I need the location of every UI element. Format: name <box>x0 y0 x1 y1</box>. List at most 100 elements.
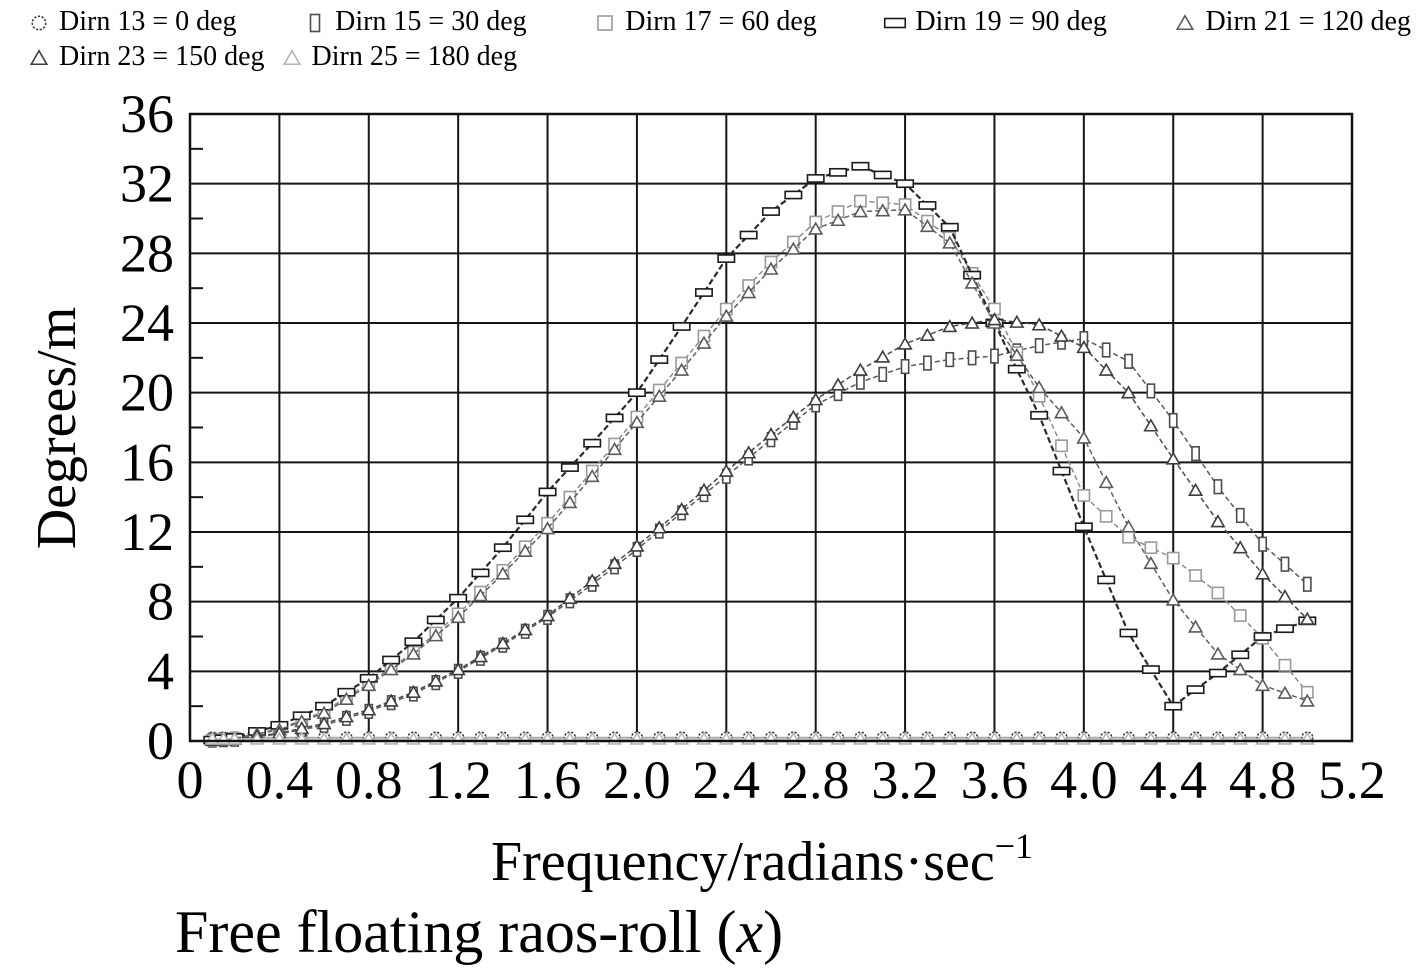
hrect-marker <box>717 254 736 263</box>
triangle-marker <box>1210 646 1226 660</box>
triangle-marker <box>1187 482 1204 497</box>
square-marker <box>1166 551 1180 565</box>
vrect-marker <box>1168 412 1178 429</box>
hrect-marker <box>449 593 468 603</box>
triangle-marker <box>29 48 49 65</box>
hrect-marker <box>896 179 915 189</box>
x-tick-label: 0.8 <box>335 750 403 810</box>
triangle-marker <box>1076 339 1092 354</box>
square-marker <box>1055 439 1068 453</box>
square-marker <box>1099 509 1113 523</box>
hrect-marker <box>471 568 490 578</box>
triangle-marker <box>562 590 578 604</box>
vrect-marker <box>1101 342 1111 358</box>
triangle-marker <box>1031 317 1047 331</box>
hrect-marker <box>761 207 780 216</box>
hrect-marker <box>739 230 758 240</box>
triangle-marker <box>942 319 958 333</box>
x-tick-label: 1.2 <box>424 750 492 810</box>
legend-label: Dirn 13 = 0 deg <box>59 6 237 37</box>
triangle-marker <box>539 608 556 622</box>
y-tick-label: 20 <box>120 363 174 423</box>
x-axis-label-main: Frequency/radians·sec <box>491 831 995 893</box>
square-marker <box>1077 489 1091 502</box>
triangle-marker <box>1187 619 1204 633</box>
legend-label: Dirn 15 = 30 deg <box>335 6 527 37</box>
triangle-marker <box>897 202 913 216</box>
triangle-marker <box>808 221 824 235</box>
square-marker <box>597 14 614 31</box>
triangle-legend-icon <box>1176 13 1195 30</box>
square-marker <box>1278 658 1292 672</box>
legend-row-2: Dirn 23 = 150 deg Dirn 25 = 180 deg <box>26 39 1411 74</box>
triangle-marker <box>986 312 1003 326</box>
chart-title-variable: x <box>735 899 763 965</box>
triangle-marker <box>361 702 377 716</box>
chart-legend: Dirn 13 = 0 deg Dirn 15 = 30 deg Dirn 17 =… <box>26 4 1411 74</box>
triangle-marker <box>964 275 980 289</box>
legend-item-dirn-19: Dirn 19 = 90 deg <box>882 4 1107 39</box>
triangle-marker <box>584 468 600 483</box>
y-tick-label: 28 <box>120 223 174 283</box>
legend-item-dirn-25: Dirn 25 = 180 deg <box>279 39 517 74</box>
legend-item-dirn-13: Dirn 13 = 0 deg <box>26 4 237 39</box>
triangle-marker <box>674 501 690 516</box>
chart-title: Free floating raos-roll (x) <box>175 899 783 965</box>
triangle-marker <box>919 218 936 233</box>
triangle-marker <box>472 588 489 602</box>
legend-item-dirn-15: Dirn 15 = 30 deg <box>302 4 527 39</box>
triangle-marker <box>1255 677 1271 692</box>
triangle-marker <box>696 482 712 497</box>
triangle-marker <box>428 628 444 642</box>
triangle-marker <box>517 622 533 636</box>
hrect-marker <box>1164 701 1183 711</box>
legend-label: Dirn 17 = 60 deg <box>625 6 817 37</box>
triangle-marker <box>942 235 958 249</box>
hrect-marker <box>784 190 803 200</box>
triangle-marker <box>1255 566 1271 580</box>
x-tick-label: 4.4 <box>1139 750 1207 810</box>
vrect-marker <box>878 366 888 382</box>
triangle-marker <box>405 646 422 660</box>
legend-item-dirn-21: Dirn 21 = 120 deg <box>1172 4 1411 39</box>
triangle-marker <box>1120 385 1137 399</box>
x-axis-label: Frequency/radians·sec−1 <box>491 826 1033 893</box>
series-line-dirn-17 <box>212 200 1308 741</box>
triangle-marker <box>830 377 846 391</box>
y-tick-label: 4 <box>147 641 174 701</box>
x-axis-label-superscript: −1 <box>995 826 1033 866</box>
circle-marker <box>31 14 47 31</box>
x-tick-label: 4.8 <box>1229 750 1297 810</box>
y-tick-label: 32 <box>120 154 174 214</box>
y-tick-label: 36 <box>120 84 174 144</box>
hrect-marker <box>426 615 445 625</box>
triangle-marker <box>472 649 489 663</box>
triangle-marker <box>830 212 846 227</box>
plot-frame <box>188 112 1354 743</box>
circle-legend-icon <box>31 14 47 31</box>
hrect-marker <box>1097 575 1116 585</box>
triangle-marker <box>1143 418 1159 432</box>
hrect-marker <box>560 463 579 472</box>
chart-title-prefix: Free floating raos-roll ( <box>175 899 736 965</box>
triangle-marker <box>361 677 377 692</box>
triangle-marker <box>875 349 891 363</box>
hrect-marker <box>694 288 713 297</box>
x-tick-label: 2.0 <box>603 750 671 810</box>
x-tick-label: 1.6 <box>514 750 582 810</box>
triangle-marker <box>718 308 734 322</box>
triangle-marker <box>1076 430 1092 444</box>
vrect-marker <box>855 374 865 390</box>
triangle-marker <box>606 441 623 456</box>
hrect-marker <box>516 515 535 525</box>
vrect-marker <box>1034 338 1044 354</box>
vrect-marker <box>1302 576 1312 592</box>
triangle-legend-icon <box>282 48 301 65</box>
vrect-marker <box>1146 383 1156 399</box>
triangle-marker <box>1299 611 1315 625</box>
hrect-marker <box>650 355 669 364</box>
triangle-marker <box>383 693 399 707</box>
triangle-marker <box>316 716 332 730</box>
legend-item-dirn-23: Dirn 23 = 150 deg <box>26 39 265 74</box>
